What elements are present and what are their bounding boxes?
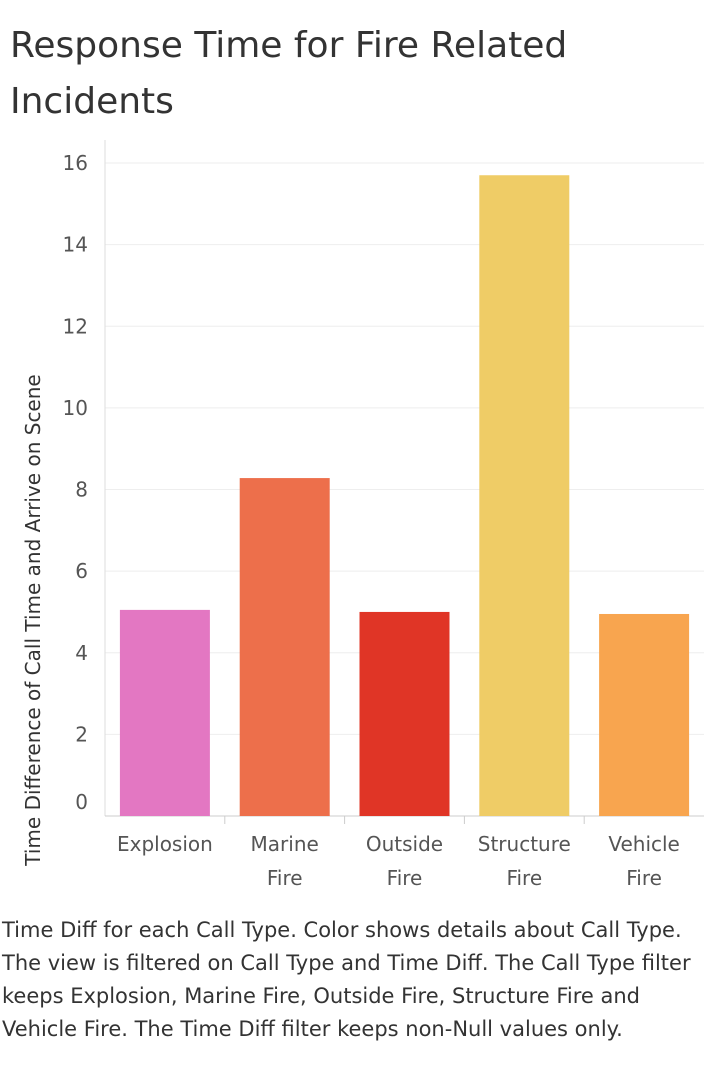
bar [239, 478, 330, 816]
x-tick-label: Fire [387, 866, 423, 890]
x-tick-label: Explosion [117, 832, 213, 856]
y-tick-label: 10 [63, 396, 88, 420]
bars [119, 175, 690, 816]
x-tick-label: Outside [366, 832, 443, 856]
y-tick-label: 6 [75, 559, 88, 583]
x-axis-ticks: Explosion Marine Fire Outside Fire Structure F… [117, 816, 680, 890]
chart-title: Response Time for Fire Related Incidents [10, 25, 568, 122]
x-tick-label: Fire [267, 866, 303, 890]
y-tick-label: 16 [63, 151, 88, 175]
y-axis-label: Time Difference of Call Time and Arrive … [21, 374, 45, 866]
chart-caption: Time Diff for each Call Type. Color show… [2, 918, 691, 1041]
y-tick-label: 12 [63, 314, 88, 338]
y-tick-label: 4 [75, 641, 88, 665]
x-tick-label: Fire [626, 866, 662, 890]
bar [359, 611, 450, 816]
bar [479, 175, 570, 816]
y-tick-label: 14 [63, 233, 88, 257]
y-tick-label: 8 [75, 478, 88, 502]
y-tick-label: 2 [75, 722, 88, 746]
x-tick-label: Structure [478, 832, 571, 856]
y-tick-label: 0 [75, 790, 88, 814]
y-axis-ticks: 0 2 4 6 8 10 12 14 16 [63, 151, 88, 814]
x-tick-label: Vehicle [608, 832, 680, 856]
bar [599, 613, 690, 816]
x-tick-label: Fire [506, 866, 542, 890]
bar [119, 609, 210, 816]
bar-chart: 0 2 4 6 8 10 12 14 16 Explosion Marine Fire Outside… [21, 140, 704, 890]
x-tick-label: Marine [251, 832, 319, 856]
